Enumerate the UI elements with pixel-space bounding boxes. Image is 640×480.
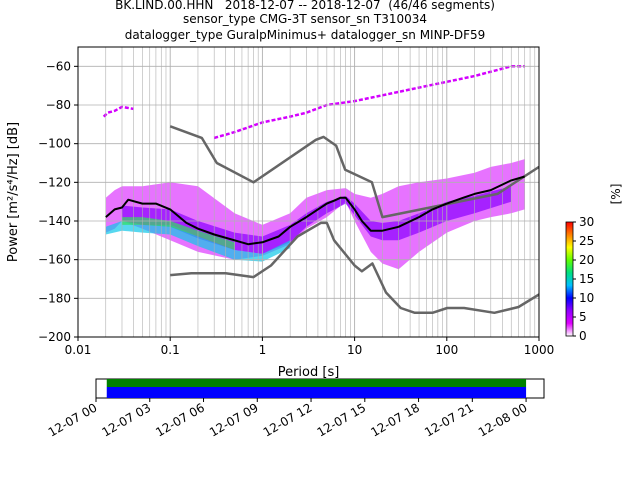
title-line-3: datalogger_type GuralpMinimus+ datalogge… — [124, 28, 486, 42]
timeline-tick-label: 12-07 21 — [422, 400, 476, 439]
grid-layer — [78, 47, 539, 337]
x-axis-label: Period [s] — [278, 365, 340, 380]
colorbar: 0 5 10 15 20 25 30 [%] — [565, 184, 623, 343]
data-availability-bar — [106, 379, 527, 387]
y-tick-label: −80 — [46, 98, 71, 112]
x-tick-label: 0.01 — [65, 343, 92, 357]
nlnm-curve — [170, 221, 539, 315]
colorbar-tick-label: 30 — [579, 215, 594, 229]
timeline-tick-label: 12-07 18 — [368, 400, 422, 439]
x-tick-label: 1 — [259, 343, 267, 357]
axes-layer: 0.01 0.1 1 10 100 1000 −200 −180 −160 −140 −120 −10… — [38, 59, 554, 357]
timeline-tick-label: 12-07 09 — [207, 400, 261, 439]
x-tick-label: 1000 — [524, 343, 555, 357]
timeline-tick-label: 12-08 00 — [476, 400, 530, 439]
timeline-tick-label: 12-07 03 — [100, 400, 154, 439]
timeline-panel: 12-07 00 12-07 03 12-07 06 12-07 09 12-07 12… — [46, 378, 545, 440]
colorbar-label: [%] — [609, 184, 623, 205]
x-tick-label: 10 — [347, 343, 362, 357]
title-line-2: sensor_type CMG-3T sensor_sn T310034 — [182, 12, 428, 26]
y-tick-label: −120 — [38, 175, 71, 189]
colorbar-tick-label: 15 — [579, 272, 594, 286]
y-tick-label: −60 — [46, 59, 71, 73]
colorbar-tick-label: 20 — [579, 253, 594, 267]
mode-curve — [105, 175, 525, 246]
plot-frame — [77, 46, 540, 338]
title-line-1: BK.LIND.00.HHN 2018-12-07 -- 2018-12-07 … — [115, 0, 495, 12]
density-band-4 — [122, 217, 235, 250]
psd-density-layer — [102, 65, 525, 270]
nhnm-curve — [169, 125, 539, 219]
y-tick-label: −100 — [38, 137, 71, 151]
curve-layer — [105, 125, 539, 315]
colorbar-tick-label: 5 — [579, 310, 587, 324]
colorbar-tick-label: 10 — [579, 291, 594, 305]
y-tick-label: −160 — [38, 253, 71, 267]
y-tick-label: −180 — [38, 291, 71, 305]
density-outlier-low-period-branch — [102, 105, 134, 118]
x-tick-label: 100 — [435, 343, 458, 357]
colorbar-gradient — [565, 221, 574, 337]
y-tick-label: −140 — [38, 214, 71, 228]
timeline-tick-label: 12-07 06 — [153, 400, 207, 439]
density-outlier-high-noise-branch — [213, 65, 525, 140]
y-tick-label: −200 — [38, 330, 71, 344]
y-axis-label: Power [m²/s⁴/Hz] [dB] — [6, 122, 21, 262]
x-tick-label: 0.1 — [161, 343, 180, 357]
colorbar-tick-label: 0 — [579, 329, 587, 343]
colorbar-tick-label: 25 — [579, 234, 594, 248]
timeline-tick-label: 12-07 15 — [315, 400, 369, 439]
psd-segments-bar — [106, 387, 527, 398]
timeline-tick-label: 12-07 12 — [261, 400, 315, 439]
timeline-tick-label: 12-07 00 — [46, 400, 100, 439]
